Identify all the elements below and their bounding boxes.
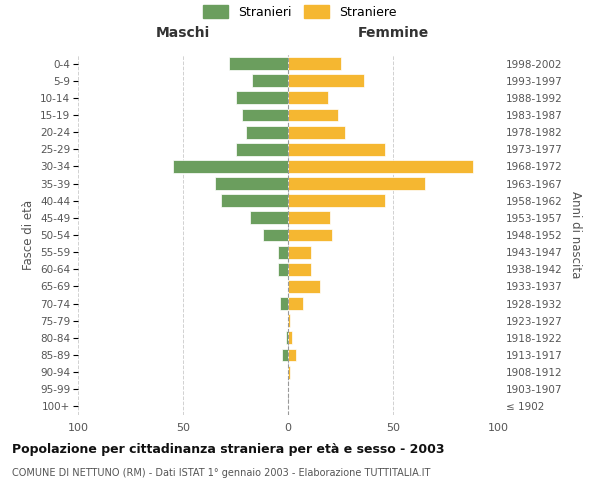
Bar xyxy=(235,92,288,104)
Y-axis label: Anni di nascita: Anni di nascita xyxy=(569,192,583,278)
Text: Femmine: Femmine xyxy=(358,26,428,40)
Bar xyxy=(288,246,311,258)
Text: Popolazione per cittadinanza straniera per età e sesso - 2003: Popolazione per cittadinanza straniera p… xyxy=(12,442,445,456)
Legend: Stranieri, Straniere: Stranieri, Straniere xyxy=(198,0,402,24)
Bar xyxy=(242,108,288,122)
Bar xyxy=(235,143,288,156)
Bar xyxy=(288,348,296,362)
Bar xyxy=(288,92,328,104)
Text: Maschi: Maschi xyxy=(156,26,210,40)
Bar xyxy=(280,297,288,310)
Bar xyxy=(288,366,290,378)
Bar xyxy=(288,108,338,122)
Y-axis label: Fasce di età: Fasce di età xyxy=(22,200,35,270)
Bar xyxy=(288,177,425,190)
Bar xyxy=(246,126,288,138)
Bar xyxy=(282,348,288,362)
Bar xyxy=(277,246,288,258)
Bar xyxy=(288,212,330,224)
Bar xyxy=(173,160,288,173)
Bar xyxy=(263,228,288,241)
Bar xyxy=(288,74,364,87)
Bar xyxy=(288,263,311,276)
Bar xyxy=(229,57,288,70)
Bar xyxy=(286,332,288,344)
Bar xyxy=(288,194,385,207)
Bar xyxy=(288,228,332,241)
Bar xyxy=(288,143,385,156)
Bar xyxy=(288,57,341,70)
Bar xyxy=(288,314,290,327)
Bar xyxy=(250,212,288,224)
Bar xyxy=(215,177,288,190)
Text: COMUNE DI NETTUNO (RM) - Dati ISTAT 1° gennaio 2003 - Elaborazione TUTTITALIA.IT: COMUNE DI NETTUNO (RM) - Dati ISTAT 1° g… xyxy=(12,468,430,477)
Bar xyxy=(288,332,292,344)
Bar xyxy=(288,160,473,173)
Bar xyxy=(277,263,288,276)
Bar xyxy=(252,74,288,87)
Bar xyxy=(221,194,288,207)
Bar xyxy=(288,280,320,293)
Bar xyxy=(288,126,345,138)
Bar xyxy=(288,297,303,310)
